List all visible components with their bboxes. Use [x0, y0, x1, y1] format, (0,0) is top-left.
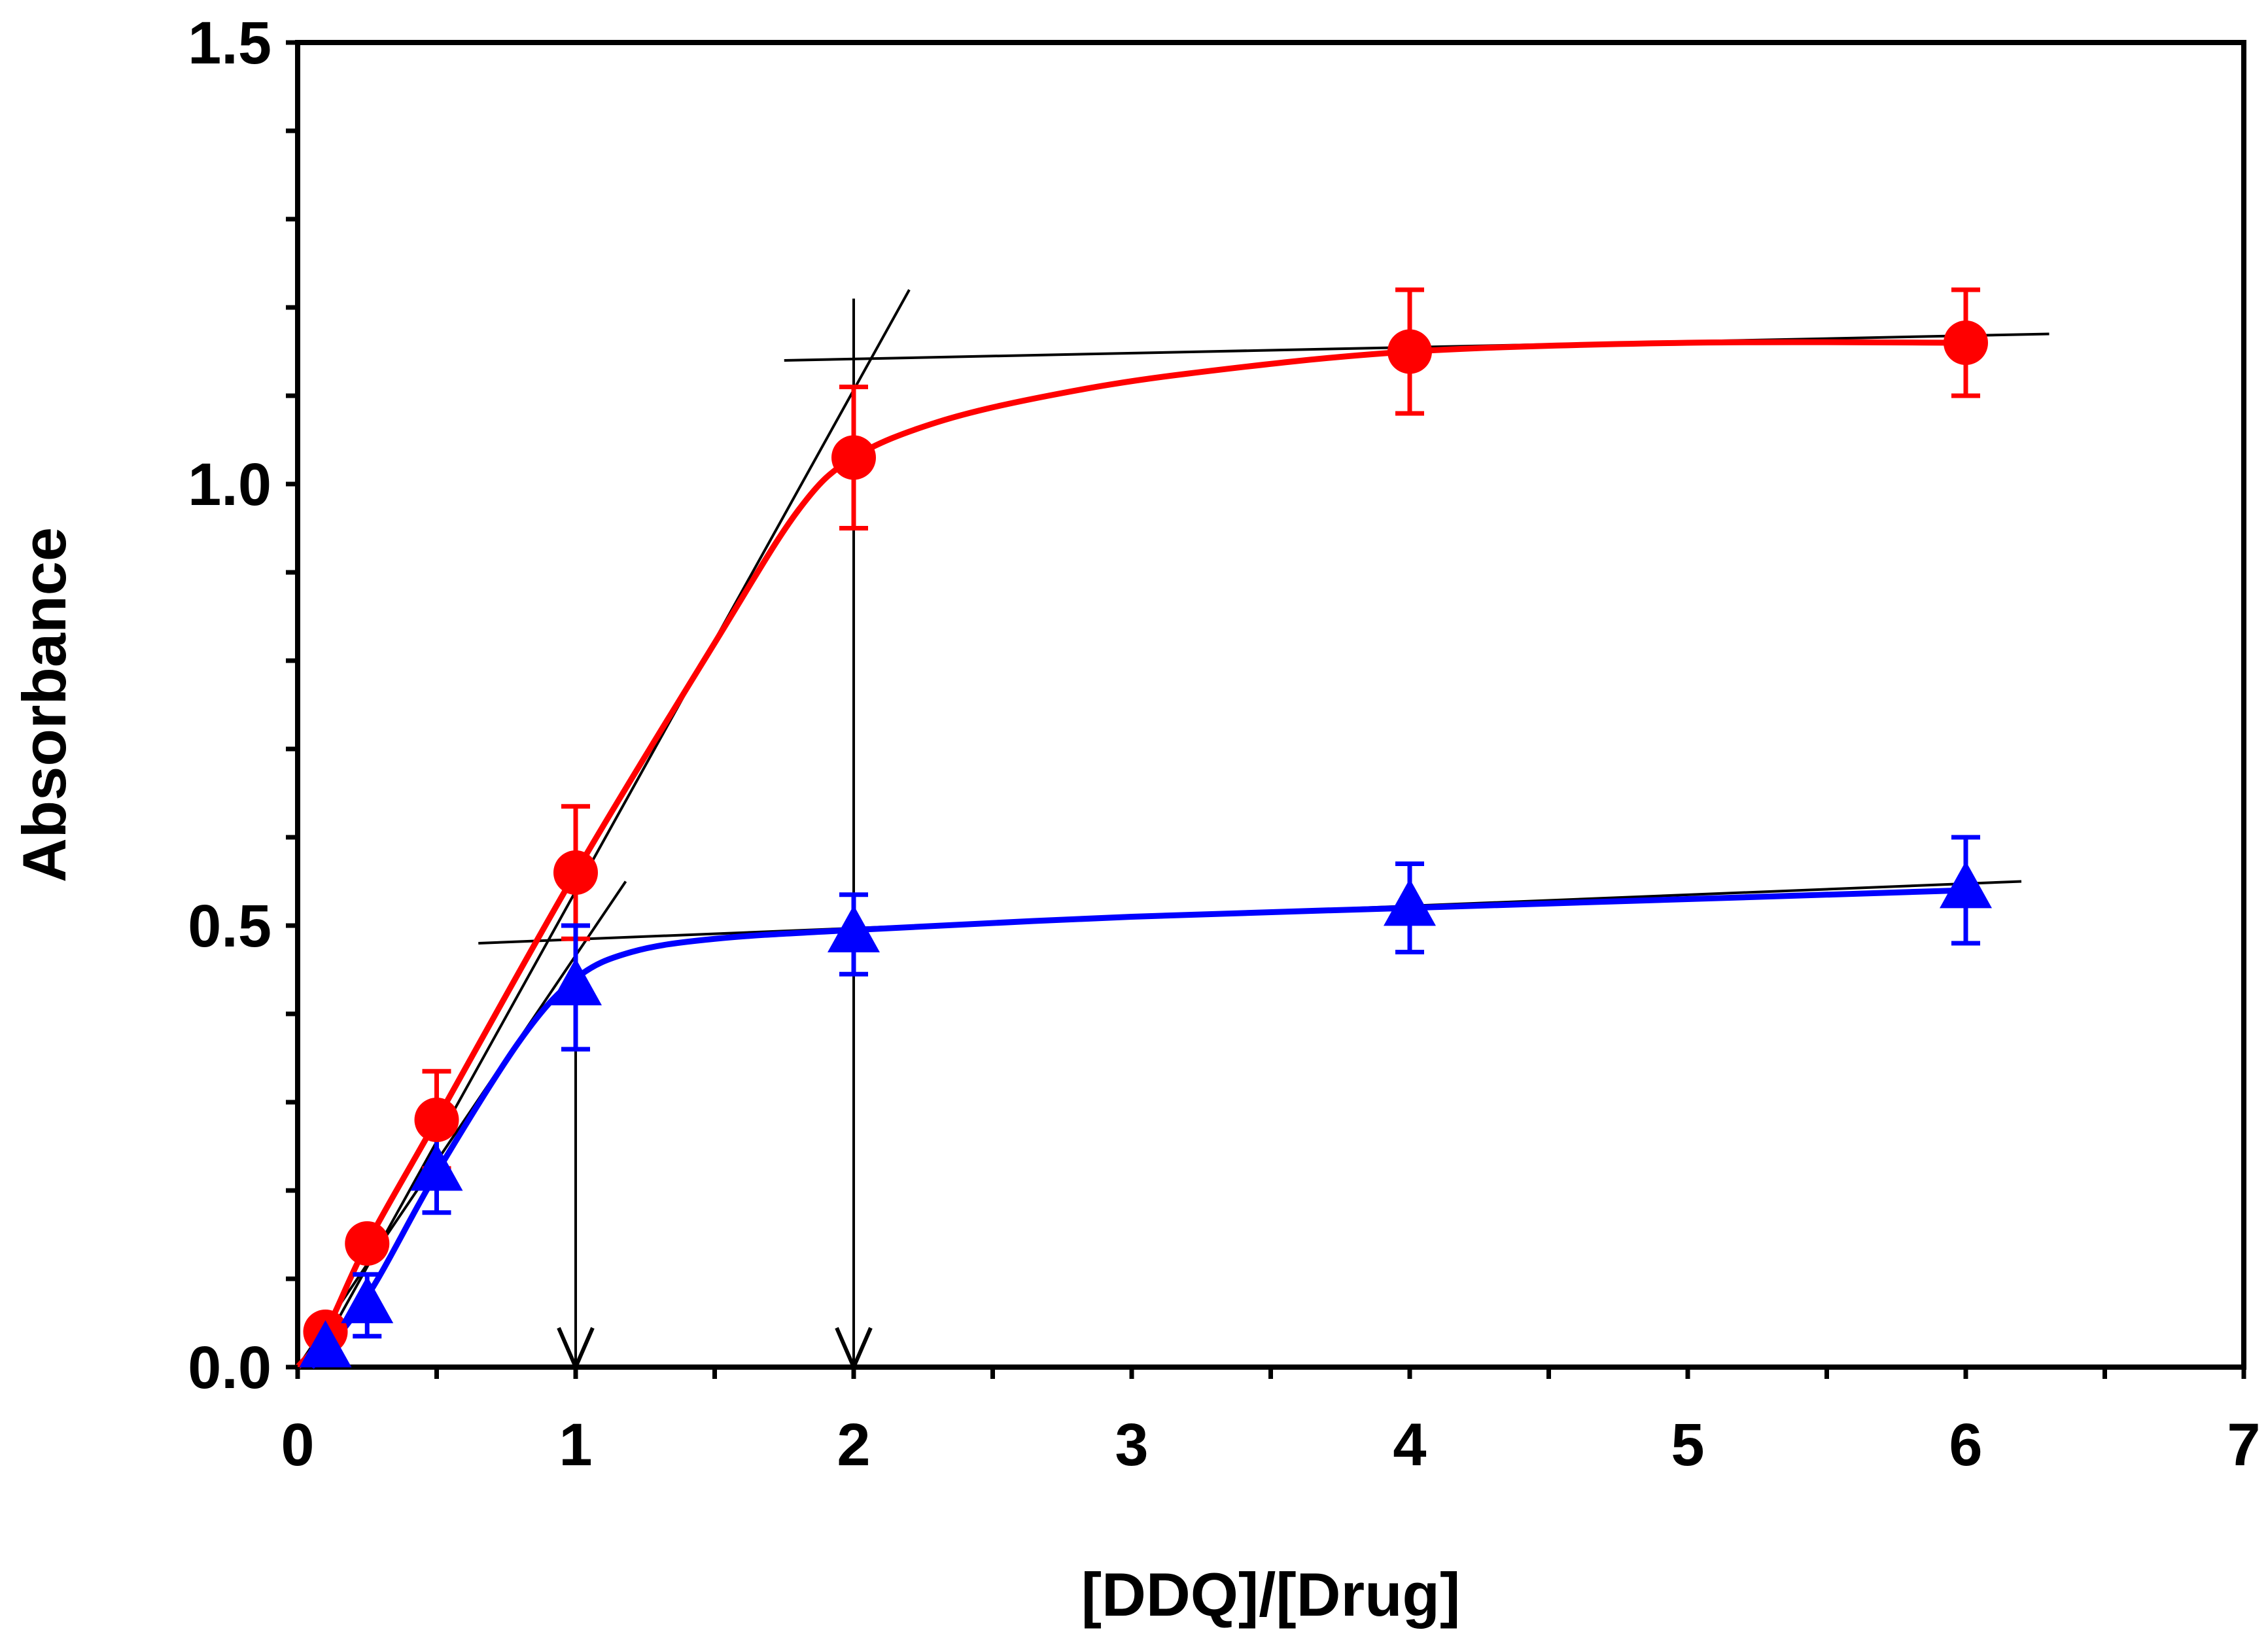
blue-triangles-point: [299, 1320, 352, 1368]
red-circles-point: [553, 850, 598, 895]
x-tick-label: 6: [1949, 1412, 1982, 1478]
blue-triangles-point: [1384, 878, 1436, 926]
x-tick-label: 5: [1671, 1412, 1704, 1478]
x-tick-label: 0: [281, 1412, 314, 1478]
blue-triangles-point: [341, 1276, 394, 1323]
tangent-line: [310, 289, 911, 1368]
red-circles-curve: [295, 339, 1966, 1369]
x-tick-label: 2: [837, 1412, 870, 1478]
x-tick-label: 4: [1393, 1412, 1426, 1478]
y-tick-label: 0.5: [188, 893, 271, 960]
y-axis-title: Absorbance: [10, 527, 79, 882]
y-tick-label: 1.0: [188, 451, 271, 518]
x-tick-label: 1: [559, 1412, 592, 1478]
red-circles-point: [1944, 321, 1988, 365]
tick-labels: 0.0 0.5 1.0 1.5 0 1 2 3 4 5 6 7: [188, 10, 2260, 1478]
x-axis-title: [DDQ]/[Drug]: [1081, 1560, 1461, 1629]
blue-triangles-curve: [309, 887, 1966, 1369]
blue-triangles-point: [410, 1143, 463, 1191]
y-tick-label: 0.0: [188, 1334, 271, 1401]
x-tick-label: 7: [2227, 1412, 2260, 1478]
y-tick-label: 1.5: [188, 10, 271, 77]
red-circles-point: [345, 1221, 390, 1266]
tangent-lines: [296, 289, 2050, 1368]
blue-triangles-point: [828, 905, 880, 952]
blue-triangles-point: [550, 958, 602, 1005]
error-bars: [353, 287, 1980, 1339]
red-circles-point: [414, 1098, 459, 1142]
red-circles-point: [1387, 329, 1432, 374]
red-circles-point: [831, 435, 876, 480]
tangent-line: [296, 880, 627, 1368]
axis-ticks: [286, 40, 2246, 1379]
blue-triangles-point: [1940, 861, 1992, 909]
plot-area: [295, 40, 2246, 1370]
fit-curves: [295, 339, 1966, 1369]
data-markers: [299, 321, 1992, 1368]
plot-frame: [295, 40, 2246, 1370]
x-tick-label: 3: [1115, 1412, 1148, 1478]
arrow-lines: [557, 298, 873, 1372]
